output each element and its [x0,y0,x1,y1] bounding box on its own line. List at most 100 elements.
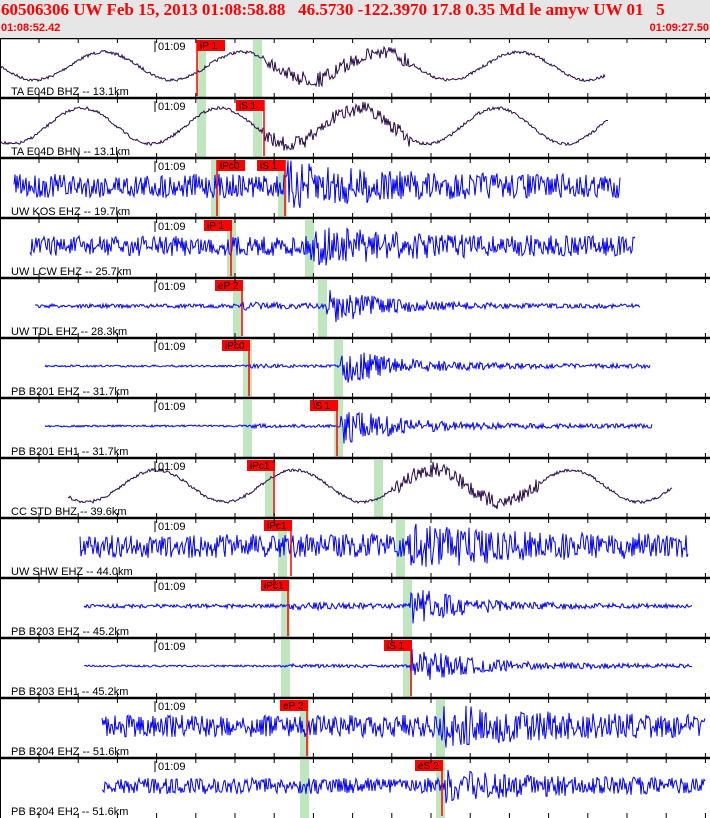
waveform-trace [101,769,706,804]
pick-window [233,280,242,338]
pick-label: eP 2 [218,281,239,292]
channel-panel[interactable]: iPc0 iS 1 01:09 UW KOS EHZ -- 19.7km [0,156,710,218]
pick-window [334,340,343,398]
channel-panel[interactable]: iPc1 01:09 UW SHW EHZ -- 44.0km [0,516,710,578]
waveform-trace [83,648,693,680]
pick-label: iS 1 [239,101,257,112]
pick-window [334,400,343,458]
channel-panel[interactable]: eS 2 01:09 PB B204 EH2 -- 51.6km [0,756,710,818]
pick-label: eS 2 [418,761,439,772]
pick-label: iPc1 [250,461,270,472]
minute-label: 01:09 [158,281,186,293]
channel-panel[interactable]: iS 1 01:09 PB B203 EH1 -- 45.2km [0,636,710,698]
pick-label-box[interactable] [204,220,232,231]
minute-label: 01:09 [158,101,186,113]
channel-label: PB B201 EH1 -- 31.7km [11,446,128,458]
pick-label: iP 1 [200,41,217,52]
pick-label: iPc1 [264,581,284,592]
pick-window [265,460,274,518]
pick-label-box[interactable] [415,760,443,771]
pick-window [211,160,220,218]
pick-label-box[interactable] [257,160,285,171]
waveform-trace [83,590,693,624]
pick-window [374,460,383,518]
minute-label: 01:09 [158,41,186,53]
channel-label: PB B203 EH1 -- 45.2km [11,686,128,698]
waveform-trace [44,352,651,383]
pick-label-box[interactable] [310,400,338,411]
channel-panel[interactable]: iPc0 01:09 PB B201 EHZ -- 31.7km [0,336,710,398]
pick-window [243,340,252,398]
minute-label: 01:09 [158,521,186,533]
pick-label-box[interactable] [215,280,243,291]
minute-label: 01:09 [158,761,186,773]
channel-panel[interactable]: iS 1 01:09 PB B201 EH1 -- 31.7km [0,396,710,458]
window-end-time: 01:09:27.50 [649,22,709,34]
channel-panel[interactable]: iPc1 01:09 CC STD BHZ -- 39.6km [0,456,710,518]
channel-label: UW TDL EHZ -- 28.3km [11,326,127,338]
waveform-trace [29,227,636,266]
channel-label: UW LCW EHZ -- 25.7km [11,266,131,278]
pick-window [278,520,287,578]
pick-window [197,100,206,158]
minute-label: 01:09 [158,161,186,173]
channel-label: PB B204 EHZ -- 51.6km [11,746,129,758]
seismogram-panels[interactable]: iP 1 01:09 TA E04D BHZ -- 13.1km iS 1 01:09 T… [0,38,710,818]
minute-label: 01:09 [158,221,186,233]
waveform-trace [13,160,621,209]
waveform-trace [0,101,608,152]
pick-label-box[interactable] [384,640,412,651]
pick-window [300,760,309,818]
pick-label-box[interactable] [247,460,275,471]
minute-label: 01:09 [158,641,186,653]
channel-label: PB B203 EHZ -- 45.2km [11,626,129,638]
pick-window [281,640,290,698]
pick-window [253,100,262,158]
channel-panel[interactable]: iS 1 01:09 TA E04D BHN -- 13.1km [0,96,710,158]
minute-label: 01:09 [158,461,186,473]
pick-window [403,640,412,698]
channel-label: CC STD BHZ -- 39.6km [11,506,127,518]
channel-label: PB B204 EH2 -- 51.6km [11,806,128,818]
channel-panel[interactable]: iP 1 01:09 UW LCW EHZ -- 25.7km [0,216,710,278]
pick-label: iS 1 [387,641,405,652]
waveform-trace [79,523,689,567]
event-header: 60506306 UW Feb 15, 2013 01:08:58.88 46.… [0,0,710,38]
pick-label: iPc0 [225,341,245,352]
pick-label-box[interactable] [217,160,245,171]
pick-window [318,280,327,338]
waveform-trace [101,705,706,748]
channel-panel[interactable]: eP 2 01:09 PB B204 EHZ -- 51.6km [0,696,710,758]
pick-label-box[interactable] [197,40,225,51]
pick-label-box[interactable] [261,580,289,591]
pick-label: eP 2 [283,701,304,712]
waveform-trace [0,45,606,88]
pick-window [243,400,252,458]
pick-window [197,40,206,98]
channel-panel[interactable]: iP 1 01:09 TA E04D BHZ -- 13.1km [0,38,710,98]
pick-label-box[interactable] [222,340,250,351]
channel-label: PB B201 EHZ -- 31.7km [11,386,129,398]
window-start-time: 01:08:52.42 [1,22,61,34]
pick-label: iS 1 [313,401,331,412]
channel-label: TA E04D BHN -- 13.1km [11,146,130,158]
pick-window [278,160,287,218]
channel-label: TA E04D BHZ -- 13.1km [11,86,129,98]
pick-window [281,580,290,638]
pick-label: iP 1 [207,221,224,232]
pick-label: iPc0 [220,161,240,172]
pick-window [253,40,262,98]
pick-label: iS 1 [260,161,278,172]
channel-label: UW KOS EHZ -- 19.7km [11,206,130,218]
channel-panel[interactable]: eP 2 01:09 UW TDL EHZ -- 28.3km [0,276,710,338]
event-title: 60506306 UW Feb 15, 2013 01:08:58.88 46.… [1,0,665,19]
minute-label: 01:09 [158,401,186,413]
pick-label: iPc1 [267,521,287,532]
channel-panel[interactable]: iPc1 01:09 PB B203 EHZ -- 45.2km [0,576,710,638]
waveform-trace [44,411,653,444]
pick-label-box[interactable] [236,100,264,111]
minute-label: 01:09 [158,341,186,353]
minute-label: 01:09 [158,701,186,713]
pick-label-box[interactable] [280,700,308,711]
pick-label-box[interactable] [264,520,292,531]
